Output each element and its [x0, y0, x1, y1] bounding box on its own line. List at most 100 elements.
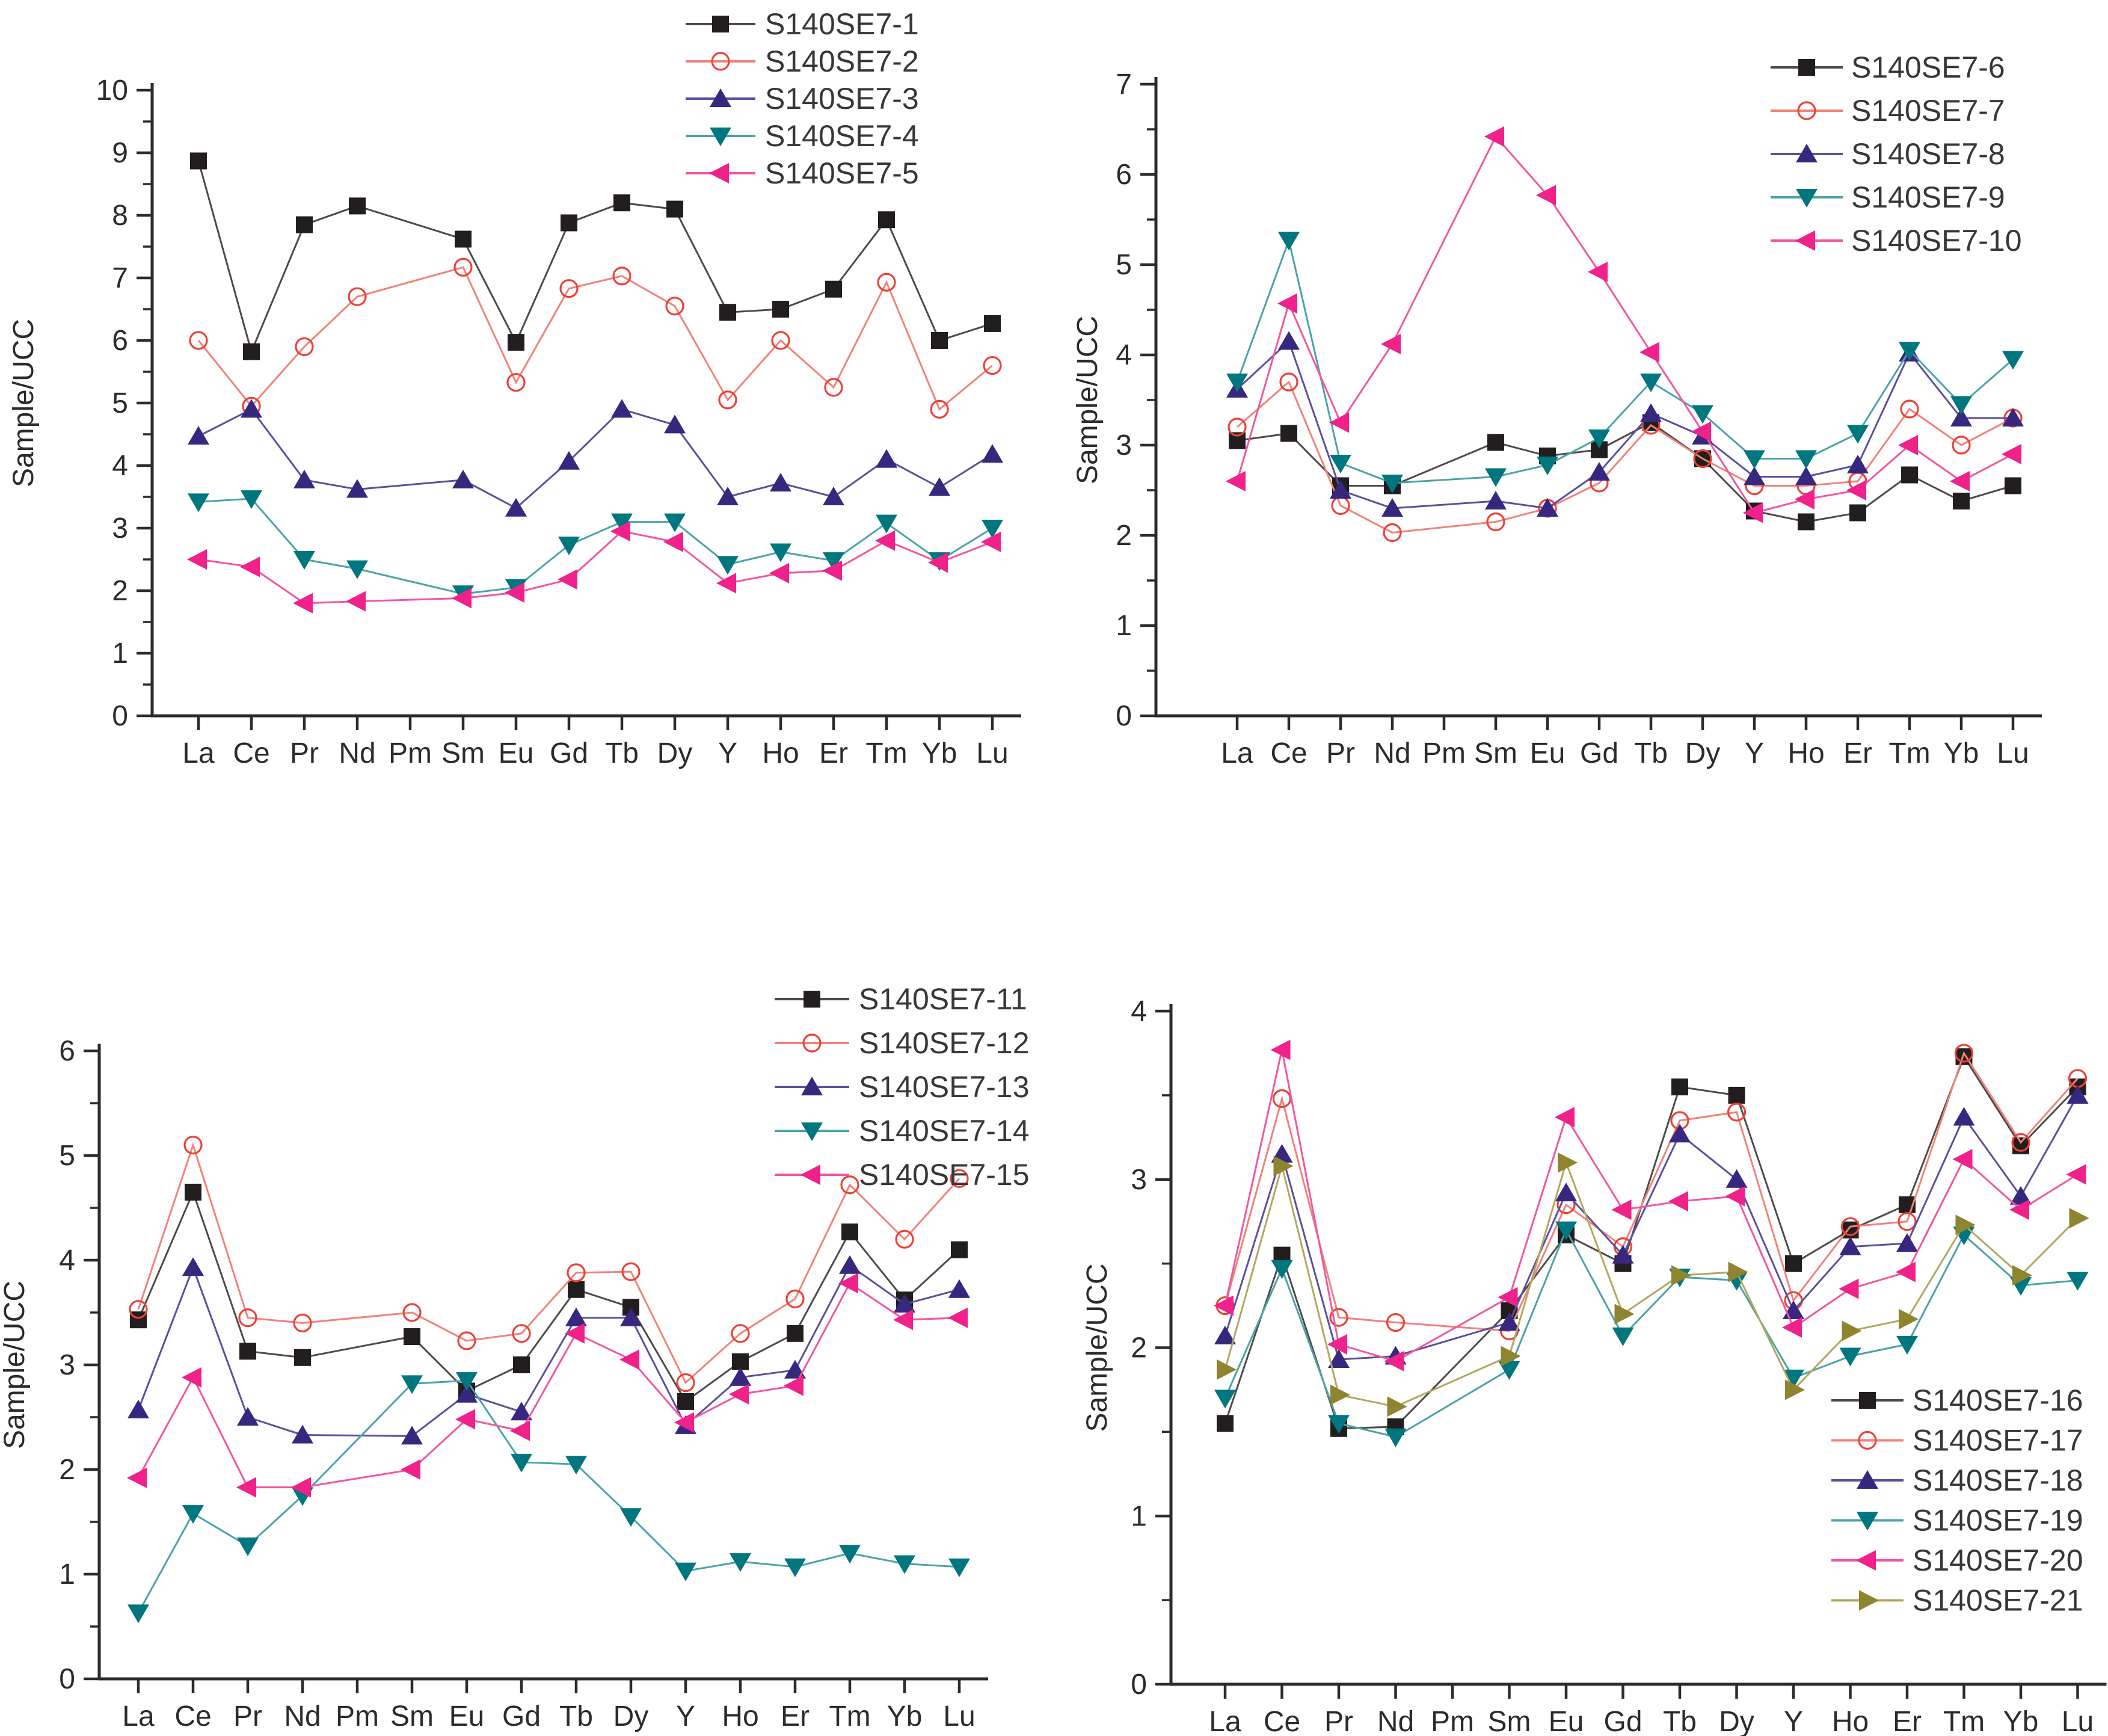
x-tick-label: Gd	[1603, 1706, 1642, 1736]
y-tick-label: 7	[1116, 69, 1132, 100]
x-tick-label: Ce	[233, 737, 269, 769]
marker-S140SE7-10-Y	[1743, 502, 1763, 523]
marker-S140SE7-5-Gd	[558, 569, 577, 590]
marker-S140SE7-2-Sm	[453, 257, 473, 277]
marker-S140SE7-13-La	[128, 1399, 149, 1418]
marker-S140SE7-20-Sm	[1498, 1287, 1518, 1308]
marker-S140SE7-11-Y	[677, 1393, 694, 1410]
marker-S140SE7-17-Pr	[1329, 1308, 1348, 1327]
y-tick-label: 3	[1131, 1164, 1147, 1196]
marker-S140SE7-2-Lu	[983, 356, 1002, 375]
marker-S140SE7-10-Ho	[1795, 489, 1815, 509]
marker-S140SE7-12-Sm	[402, 1303, 422, 1322]
marker-S140SE7-19-Eu	[1555, 1221, 1577, 1240]
marker-S140SE7-1-Pr	[296, 216, 313, 233]
legend-label-S140SE7-6: S140SE7-6	[1851, 51, 2005, 84]
x-tick-label: Ho	[762, 737, 799, 769]
legend-item-S140SE7-21: S140SE7-21	[1831, 1584, 2083, 1617]
marker-S140SE7-9-Gd	[1588, 429, 1610, 448]
marker-S140SE7-11-Tm	[841, 1224, 858, 1241]
legend-label-S140SE7-17: S140SE7-17	[1913, 1424, 2083, 1457]
y-tick-label: 1	[1116, 610, 1132, 642]
legend-item-S140SE7-9: S140SE7-9	[1771, 180, 2005, 214]
marker-S140SE7-2-Y	[718, 390, 737, 410]
legend-marker-S140SE7-17	[1858, 1430, 1877, 1450]
marker-S140SE7-21-Y	[1785, 1379, 1805, 1400]
marker-S140SE7-3-Er	[823, 487, 844, 505]
marker-S140SE7-20-Er	[1896, 1261, 1916, 1282]
y-axis-title: Sample/UCC	[0, 1281, 31, 1449]
marker-S140SE7-12-Dy	[621, 1262, 641, 1281]
x-tick-label: Er	[1893, 1706, 1922, 1736]
legend-item-S140SE7-19: S140SE7-19	[1831, 1504, 2083, 1537]
marker-S140SE7-11-Nd	[294, 1349, 311, 1366]
y-tick-label: 6	[59, 1035, 75, 1067]
marker-S140SE7-21-Nd	[1387, 1396, 1407, 1417]
legend-marker-S140SE7-5	[709, 163, 729, 183]
marker-S140SE7-10-Yb	[1950, 471, 1970, 491]
legend-item-S140SE7-15: S140SE7-15	[775, 1158, 1030, 1192]
x-tick-label: Eu	[449, 1701, 485, 1732]
marker-S140SE7-17-Dy	[1727, 1103, 1747, 1122]
marker-S140SE7-8-Yb	[1950, 408, 1972, 426]
marker-S140SE7-17-Ce	[1272, 1089, 1292, 1109]
marker-S140SE7-10-Ce	[1277, 293, 1297, 314]
marker-S140SE7-12-Lu	[950, 1169, 969, 1188]
legend-item-S140SE7-10: S140SE7-10	[1771, 224, 2022, 257]
x-tick-label: Y	[1784, 1706, 1803, 1736]
marker-S140SE7-14-Gd	[511, 1453, 532, 1473]
marker-S140SE7-8-Y	[1744, 466, 1765, 485]
legend-item-S140SE7-2: S140SE7-2	[686, 45, 919, 78]
marker-S140SE7-9-Yb	[1950, 396, 1972, 415]
marker-S140SE7-13-Gd	[511, 1402, 532, 1421]
marker-S140SE7-2-Tb	[612, 266, 631, 286]
series-line-S140SE7-17	[1224, 1051, 2079, 1332]
legend-label-S140SE7-10: S140SE7-10	[1851, 224, 2022, 257]
legend-label-S140SE7-2: S140SE7-2	[765, 45, 919, 78]
x-tick-label: Nd	[339, 737, 375, 769]
x-tick-label: Sm	[1488, 1706, 1531, 1736]
marker-S140SE7-1-La	[190, 152, 207, 170]
marker-S140SE7-15-Gd	[510, 1420, 530, 1441]
marker-S140SE7-3-Ho	[770, 473, 791, 492]
marker-S140SE7-2-La	[189, 331, 208, 350]
marker-S140SE7-14-Dy	[620, 1508, 642, 1527]
marker-S140SE7-21-Eu	[1558, 1152, 1578, 1173]
marker-S140SE7-4-Ce	[241, 490, 262, 509]
marker-S140SE7-15-Tm	[838, 1273, 858, 1294]
x-tick-label: Pm	[1431, 1706, 1474, 1736]
x-tick-label: Nd	[284, 1701, 321, 1732]
legend-item-S140SE7-20: S140SE7-20	[1831, 1544, 2083, 1577]
legend-marker-S140SE7-14	[801, 1122, 823, 1141]
marker-S140SE7-13-Lu	[948, 1279, 970, 1298]
y-tick-label: 4	[112, 450, 128, 482]
legend-marker-S140SE7-11	[804, 991, 820, 1008]
x-tick-label: Yb	[887, 1701, 923, 1732]
x-tick-label: Sm	[441, 737, 485, 769]
marker-S140SE7-15-Sm	[401, 1459, 420, 1480]
x-tick-label: Ho	[722, 1701, 758, 1732]
y-axis-title: Sample/UCC	[1072, 316, 1104, 484]
marker-S140SE7-20-Gd	[1611, 1199, 1632, 1220]
x-tick-label: Ho	[1787, 737, 1824, 769]
y-tick-label: 3	[59, 1349, 75, 1381]
marker-S140SE7-15-Ho	[729, 1384, 749, 1405]
marker-S140SE7-1-Eu	[508, 334, 524, 351]
legend-marker-S140SE7-10	[1795, 230, 1815, 251]
marker-S140SE7-7-Tm	[1900, 399, 1919, 419]
y-tick-label: 2	[112, 575, 128, 607]
marker-S140SE7-2-Nd	[348, 287, 367, 306]
marker-S140SE7-9-Nd	[1381, 475, 1403, 493]
marker-S140SE7-19-Ce	[1271, 1260, 1293, 1279]
legend-label-S140SE7-13: S140SE7-13	[859, 1070, 1030, 1104]
x-tick-label: Sm	[390, 1701, 434, 1732]
legend-label-S140SE7-21: S140SE7-21	[1913, 1584, 2083, 1617]
marker-S140SE7-20-Ho	[1839, 1278, 1859, 1299]
marker-S140SE7-20-Lu	[2066, 1164, 2086, 1185]
x-tick-label: Er	[781, 1701, 810, 1732]
marker-S140SE7-19-Y	[1783, 1369, 1804, 1388]
x-tick-label: Tm	[1888, 737, 1930, 769]
chart-cell-top-right: 0 1 2 3 4 5 6 7 La Ce Pr Nd Pm Sm Eu Gd Tb Dy Y Ho Er Tm Yb Lu S…	[1054, 0, 2108, 868]
marker-S140SE7-7-Ce	[1279, 372, 1298, 392]
